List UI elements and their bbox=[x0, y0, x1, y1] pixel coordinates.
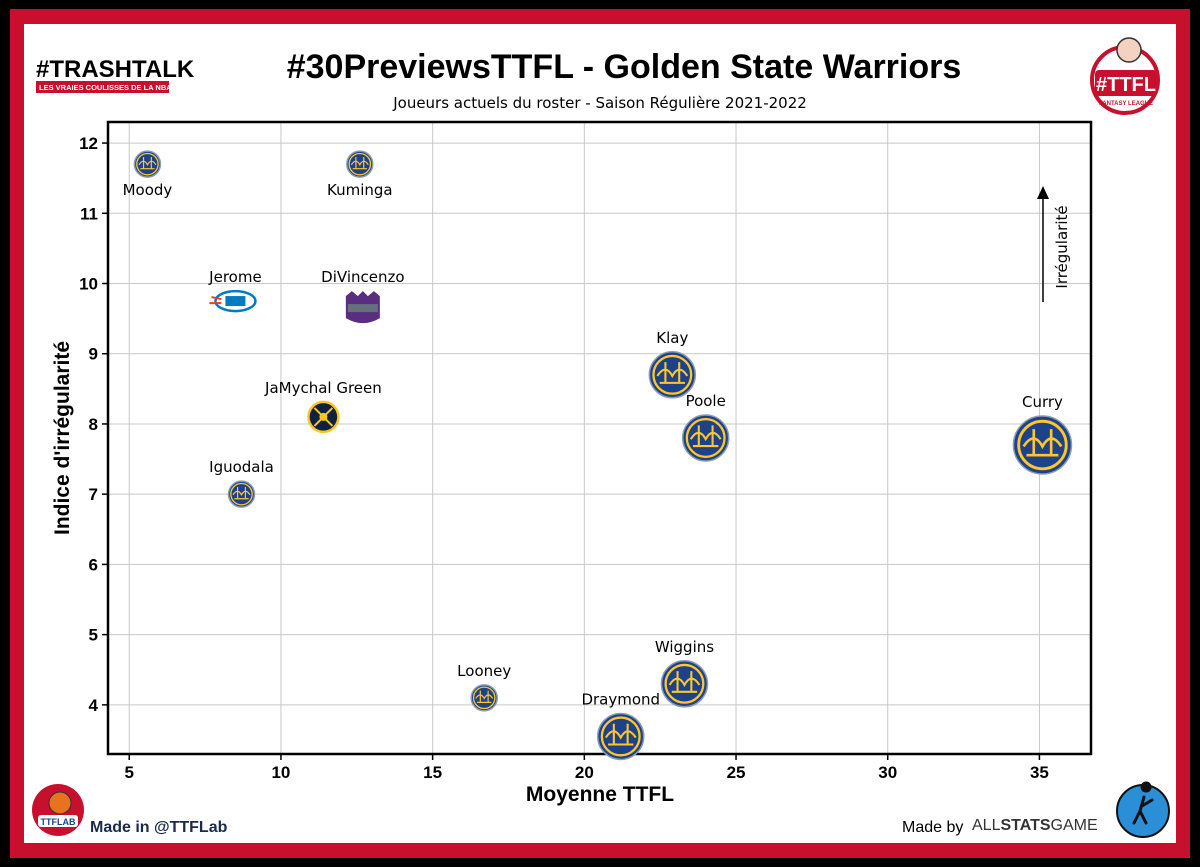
ttflab-logo-text: TTFLAB bbox=[41, 817, 76, 827]
y-tick-label: 9 bbox=[89, 345, 98, 364]
logo-center bbox=[319, 412, 328, 421]
point-label: Draymond bbox=[581, 690, 660, 708]
point-label: Curry bbox=[1022, 393, 1063, 411]
allstatsgame-logo-circle bbox=[1116, 784, 1170, 838]
y-tick-label: 6 bbox=[89, 555, 98, 574]
y-axis-label: Indice d'irrégularité bbox=[51, 341, 74, 535]
logo-ring bbox=[348, 152, 372, 176]
bridge-icon bbox=[1022, 429, 1063, 457]
ttflab-logo: TTFLAB bbox=[32, 784, 84, 836]
logo-ring bbox=[472, 686, 496, 710]
x-tick-label: 30 bbox=[878, 763, 897, 782]
data-point: Kuminga bbox=[327, 150, 393, 199]
made-in-credit: Made in @TTFLab bbox=[90, 819, 228, 836]
x-tick-label: 20 bbox=[575, 763, 594, 782]
x-tick-label: 35 bbox=[1030, 763, 1049, 782]
logo-ring bbox=[664, 663, 705, 704]
wordmark-game: GAME bbox=[1051, 817, 1098, 834]
plot-frame bbox=[106, 120, 1093, 756]
annotation-text: Irrégularité bbox=[1053, 205, 1071, 288]
bridge-icon bbox=[656, 362, 689, 384]
y-tick-label: 4 bbox=[89, 696, 99, 715]
logo-ring bbox=[600, 716, 641, 757]
axis-ticks: 5 10 15 20 25 30 35 4 5 6 7 8 9 10 11 12 bbox=[79, 134, 1049, 782]
logo-ring bbox=[1017, 419, 1068, 471]
ttfl-logo: #TTFL FANTASY LEAGUE bbox=[1090, 37, 1160, 115]
x-tick-label: 5 bbox=[125, 763, 134, 782]
logo-band bbox=[347, 304, 378, 313]
allstatsgame-wordmark: ALLSTATSGAME bbox=[972, 817, 1098, 834]
bridge-icon bbox=[350, 156, 369, 170]
data-point: Wiggins bbox=[655, 638, 714, 708]
annotation-arrow-head-icon bbox=[1037, 186, 1049, 199]
white-panel bbox=[24, 24, 1176, 843]
point-label: Kuminga bbox=[327, 181, 393, 199]
data-point: DiVincenzo bbox=[321, 268, 405, 324]
y-tick-label: 5 bbox=[89, 626, 98, 645]
bridge-icon bbox=[668, 671, 701, 693]
y-tick-label: 7 bbox=[89, 485, 98, 504]
logo-ring bbox=[230, 482, 253, 506]
ttfl-logo-tagline: FANTASY LEAGUE bbox=[1099, 101, 1153, 107]
made-by-prefix: Made by bbox=[902, 819, 963, 836]
basketball-icon bbox=[48, 791, 72, 815]
trashtalk-tagline-bar bbox=[36, 81, 169, 93]
point-label: JaMychal Green bbox=[264, 379, 382, 397]
bridge-icon bbox=[475, 690, 494, 703]
point-label: DiVincenzo bbox=[321, 268, 404, 286]
y-tick-label: 11 bbox=[80, 204, 98, 223]
logo-ring bbox=[685, 417, 726, 459]
data-point: Klay bbox=[648, 329, 697, 399]
point-label: Iguodala bbox=[209, 458, 274, 476]
point-label: Looney bbox=[457, 662, 511, 680]
trashtalk-tagline: LES VRAIES COULISSES DE LA NBA bbox=[39, 83, 172, 92]
wordmark-stats: STATS bbox=[1000, 817, 1050, 834]
data-point: Moody bbox=[123, 150, 173, 199]
x-tick-label: 15 bbox=[423, 763, 442, 782]
bridge-icon bbox=[138, 156, 157, 170]
x-tick-label: 10 bbox=[271, 763, 290, 782]
x-tick-label: 25 bbox=[727, 763, 746, 782]
point-label: Klay bbox=[656, 329, 688, 347]
point-label: Moody bbox=[123, 181, 173, 199]
bridge-icon bbox=[232, 487, 251, 500]
chart-subtitle: Joueurs actuels du roster - Saison Régul… bbox=[392, 94, 807, 112]
x-axis-label: Moyenne TTFL bbox=[526, 783, 674, 806]
player-silhouette-icon bbox=[1132, 781, 1154, 825]
logo-streak bbox=[209, 296, 222, 305]
data-point: Poole bbox=[681, 392, 730, 462]
logo-ring bbox=[136, 152, 159, 176]
data-point: Looney bbox=[457, 662, 511, 712]
point-label: Poole bbox=[686, 392, 726, 410]
irregularity-annotation: Irrégularité bbox=[1037, 186, 1071, 302]
chart-title: #30PreviewsTTFL - Golden State Warriors bbox=[287, 48, 962, 86]
y-tick-label: 12 bbox=[79, 134, 98, 153]
y-tick-label: 10 bbox=[79, 275, 98, 294]
bridge-icon bbox=[689, 425, 722, 448]
point-label: Jerome bbox=[208, 268, 262, 286]
data-point: Jerome bbox=[208, 268, 262, 313]
data-point: JaMychal Green bbox=[264, 379, 382, 434]
grid-lines bbox=[108, 122, 1091, 754]
allstatsgame-logo bbox=[1116, 781, 1170, 838]
point-label: Wiggins bbox=[655, 638, 714, 656]
ttflab-logo-plate bbox=[38, 815, 78, 827]
ttfl-logo-text: #TTFL bbox=[1096, 74, 1156, 96]
ttfl-logo-plate bbox=[1095, 70, 1157, 96]
data-point: Draymond bbox=[581, 690, 660, 761]
logo-plate bbox=[225, 296, 246, 307]
data-point: Iguodala bbox=[209, 458, 274, 508]
data-point: Curry bbox=[1012, 393, 1073, 475]
y-tick-label: 8 bbox=[89, 415, 98, 434]
logo-ring bbox=[652, 354, 693, 395]
wordmark-all: ALL bbox=[972, 817, 1001, 834]
data-points: Moody Kuminga Jerome DiVincenzo JaMychal Gre… bbox=[123, 150, 1073, 761]
bridge-icon bbox=[604, 723, 637, 746]
trashtalk-logo: #TRASHTALK LES VRAIES COULISSES DE LA NB… bbox=[36, 56, 195, 93]
ttfl-mascot-icon bbox=[1116, 37, 1142, 63]
trashtalk-logo-text: #TRASHTALK bbox=[36, 56, 195, 83]
